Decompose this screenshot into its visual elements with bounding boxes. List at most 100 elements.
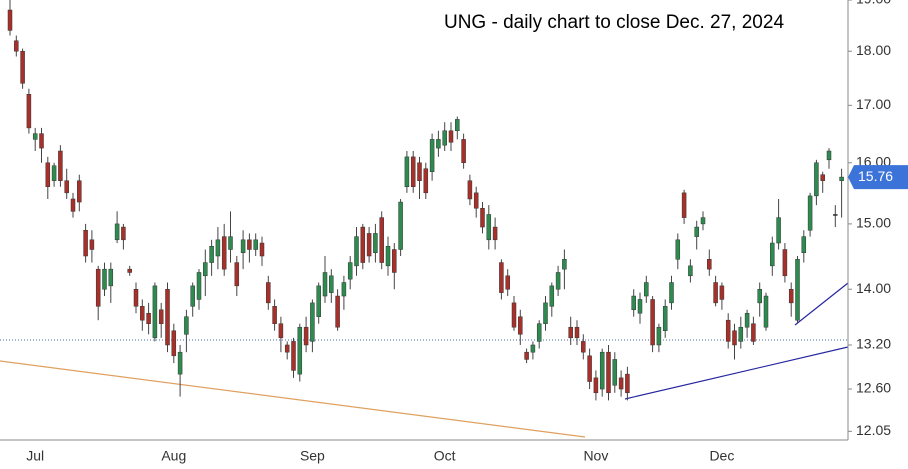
candle-body — [341, 282, 347, 297]
candle-body — [297, 326, 303, 375]
candle-body — [587, 355, 592, 382]
candle-body — [234, 262, 240, 287]
candle-body — [89, 239, 95, 250]
y-tick-label: 15.00 — [856, 215, 891, 231]
candle-body — [266, 282, 271, 304]
candle-body — [499, 262, 504, 293]
candle-body — [505, 275, 510, 290]
candle-body — [518, 316, 523, 335]
y-tick-label: 13.20 — [856, 336, 891, 352]
candle-body — [102, 268, 107, 290]
candle-body — [694, 226, 699, 237]
candle-body — [429, 139, 435, 172]
x-tick-label: Sep — [300, 448, 325, 464]
y-tick-label: 18.00 — [856, 42, 891, 58]
trend-line — [794, 282, 849, 326]
candle-body — [713, 282, 718, 304]
candle-body — [581, 341, 586, 353]
candle-body — [278, 323, 284, 339]
candle-body — [310, 302, 315, 342]
candle-body — [480, 207, 485, 228]
candle-body — [833, 214, 838, 216]
candle-body — [820, 174, 825, 181]
candle-body — [675, 239, 681, 260]
price-label: 15.76 — [858, 168, 893, 184]
candle-body — [618, 377, 624, 390]
candle-body — [360, 226, 366, 263]
candle-body — [662, 306, 668, 331]
candle-body — [826, 150, 832, 161]
candle-body — [555, 272, 561, 290]
candle-body — [26, 94, 32, 129]
candle-body — [770, 242, 775, 267]
candle-body — [719, 285, 725, 300]
candle-body — [801, 236, 807, 253]
candle-body — [165, 288, 170, 346]
candle-body — [140, 306, 145, 321]
candle-body — [45, 162, 51, 188]
candle-body — [20, 50, 25, 84]
y-tick-label: 19.00 — [856, 0, 891, 7]
candle-body — [247, 239, 252, 250]
candle-body — [259, 242, 265, 257]
candle-body — [807, 195, 813, 231]
candle-body — [763, 295, 769, 328]
candle-body — [776, 217, 781, 244]
candle-body — [95, 268, 101, 307]
candle-body — [417, 162, 422, 181]
candle-body — [599, 351, 605, 390]
candle-body — [228, 236, 233, 250]
x-tick-label: Oct — [434, 448, 456, 464]
candle-body — [467, 180, 473, 200]
candle-body — [574, 326, 580, 339]
candle-body — [738, 326, 744, 342]
candle-body — [83, 229, 88, 257]
candle-body — [196, 272, 202, 300]
candle-body — [253, 239, 258, 250]
candle-body — [121, 226, 126, 241]
candle-body — [788, 288, 794, 304]
candle-body — [14, 40, 19, 52]
candle-body — [631, 295, 636, 311]
candle-body — [404, 156, 410, 188]
candle-body — [158, 309, 164, 324]
y-tick-label: 12.60 — [856, 380, 891, 396]
candle-body — [732, 330, 737, 346]
trend-line — [0, 360, 586, 438]
candle-body — [127, 268, 132, 273]
candle-body — [303, 326, 309, 346]
candle-body — [461, 139, 466, 164]
candle-body — [133, 288, 139, 307]
candle-body — [385, 246, 391, 267]
y-tick-label: 12.05 — [856, 422, 891, 438]
candle-body — [492, 226, 498, 241]
candle-body — [379, 217, 384, 263]
candle-body — [347, 262, 353, 280]
candle-body — [814, 162, 819, 197]
candle-body — [423, 168, 429, 194]
candle-body — [543, 302, 548, 324]
price-label-box — [848, 165, 908, 190]
candle-body — [58, 150, 63, 181]
candle-body — [681, 192, 687, 218]
candle-body — [354, 236, 359, 267]
candle-body — [644, 282, 649, 297]
candle-body — [398, 201, 403, 250]
candle-body — [795, 259, 800, 321]
candle-body — [184, 316, 189, 335]
candle-body — [215, 239, 221, 257]
candle-body — [562, 259, 567, 270]
candle-body — [669, 282, 674, 304]
x-tick-label: Nov — [583, 448, 608, 464]
candle-body — [32, 133, 38, 140]
candle-body — [171, 330, 177, 357]
candle-body — [240, 239, 246, 253]
candle-body — [473, 192, 479, 209]
y-tick-label: 14.00 — [856, 280, 891, 296]
candle-body — [291, 341, 296, 371]
candle-body — [757, 288, 762, 304]
candle-body — [568, 326, 573, 339]
candle-body — [751, 323, 756, 342]
